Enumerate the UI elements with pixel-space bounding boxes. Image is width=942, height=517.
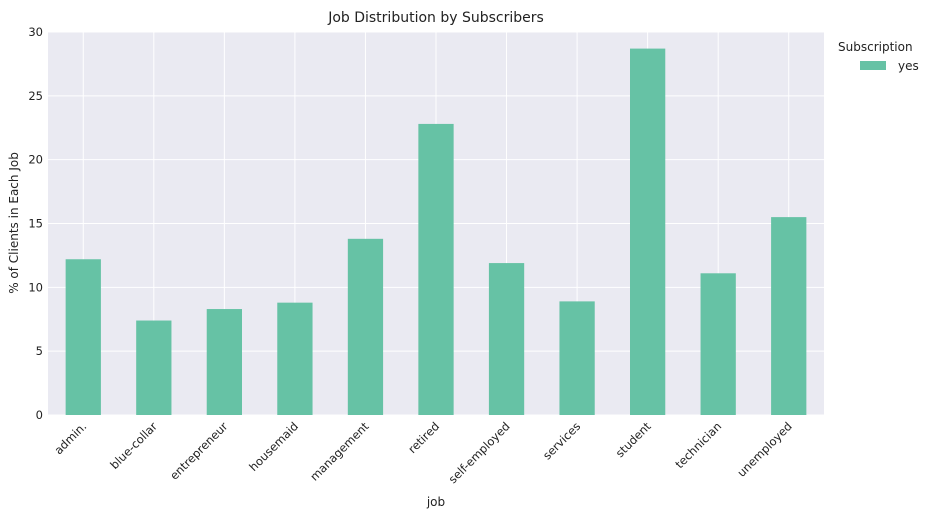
x-tick-label: blue-collar bbox=[107, 419, 160, 472]
bar-blue-collar bbox=[136, 320, 172, 415]
x-tick-label: student bbox=[613, 419, 654, 460]
x-tick-label: unemployed bbox=[734, 419, 795, 480]
legend-swatch bbox=[860, 61, 886, 70]
bar-admin bbox=[65, 259, 101, 415]
y-tick-label: 20 bbox=[28, 153, 43, 167]
y-tick-label: 0 bbox=[36, 408, 43, 422]
bar-management bbox=[347, 238, 384, 415]
bar-technician bbox=[700, 273, 736, 415]
bar-student bbox=[630, 48, 666, 415]
y-tick-label: 25 bbox=[28, 89, 43, 103]
y-axis-title: % of Clients in Each Job bbox=[7, 152, 21, 294]
y-tick-label: 5 bbox=[36, 344, 43, 358]
bar-entrepreneur bbox=[206, 309, 242, 415]
x-tick-labels: admin. blue-collar entrepreneur housemaid ma… bbox=[51, 419, 794, 486]
x-tick-label: housemaid bbox=[246, 419, 301, 474]
x-tick-label: management bbox=[307, 419, 372, 484]
bar-unemployed bbox=[771, 217, 807, 415]
legend: Subscription yes bbox=[838, 40, 919, 73]
x-tick-label: entrepreneur bbox=[167, 419, 231, 483]
x-tick-label: admin. bbox=[51, 419, 89, 457]
legend-title: Subscription bbox=[838, 40, 913, 54]
x-tick-label: self-employed bbox=[446, 419, 513, 486]
x-tick-label: technician bbox=[672, 419, 724, 471]
legend-label: yes bbox=[898, 59, 919, 73]
x-tick-label: services bbox=[540, 419, 583, 462]
x-tick-label: retired bbox=[405, 419, 442, 456]
bar-retired bbox=[418, 123, 454, 416]
y-tick-label: 10 bbox=[28, 280, 43, 294]
chart-title: Job Distribution by Subscribers bbox=[327, 10, 544, 26]
bar-self-employed bbox=[488, 263, 525, 415]
y-tick-labels: 0 5 10 15 20 25 30 bbox=[28, 25, 43, 422]
y-tick-label: 30 bbox=[28, 25, 43, 39]
bar-housemaid bbox=[277, 302, 313, 415]
x-axis-title: job bbox=[426, 495, 445, 509]
bar-services bbox=[559, 301, 595, 415]
bars bbox=[65, 48, 807, 416]
y-tick-label: 15 bbox=[28, 217, 43, 231]
